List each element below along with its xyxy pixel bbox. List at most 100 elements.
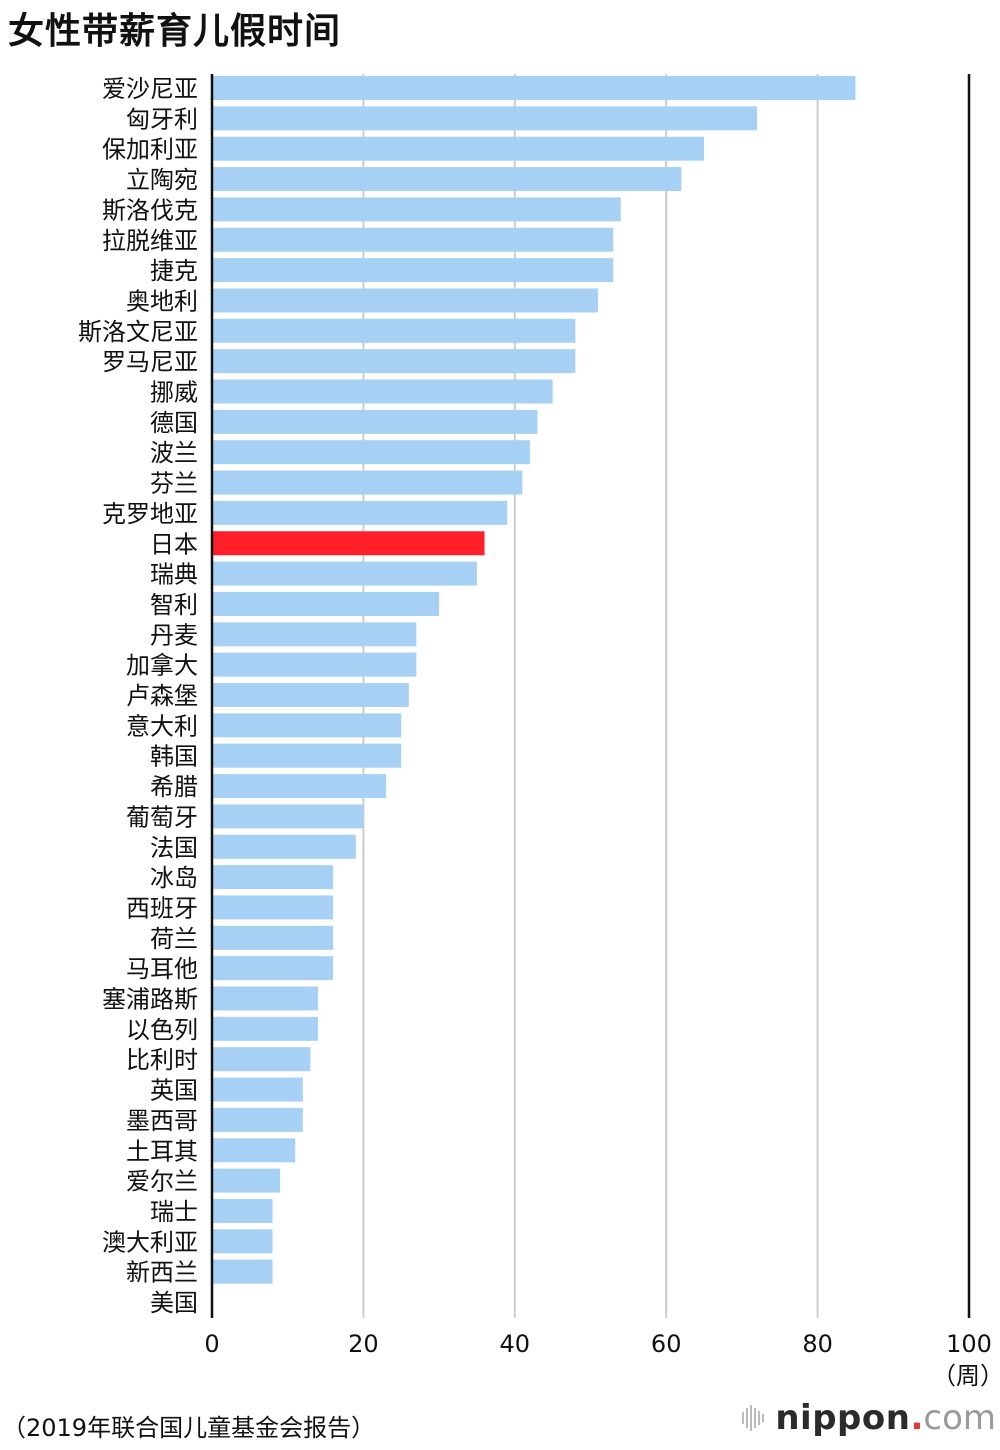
- category-label: 爱沙尼亚: [102, 75, 198, 103]
- bar: [213, 440, 530, 465]
- brand-bars-icon: [742, 1405, 765, 1431]
- category-label: 葡萄牙: [126, 803, 198, 831]
- category-label: 德国: [150, 409, 198, 437]
- category-labels: 爱沙尼亚匈牙利保加利亚立陶宛斯洛伐克拉脱维亚捷克奥地利斯洛文尼亚罗马尼亚挪威德国…: [78, 75, 198, 1317]
- category-label: 冰岛: [150, 864, 198, 892]
- bar: [213, 561, 477, 586]
- category-label: 挪威: [150, 379, 198, 407]
- category-label: 英国: [150, 1077, 198, 1105]
- category-label: 澳大利亚: [102, 1228, 198, 1256]
- category-label: 智利: [150, 591, 198, 619]
- chart-title: 女性带薪育儿假时间: [8, 11, 342, 52]
- bar: [213, 318, 576, 343]
- bar: [213, 379, 553, 404]
- category-label: 瑞典: [150, 561, 198, 589]
- bar: [213, 76, 856, 100]
- category-label: 斯洛文尼亚: [78, 318, 198, 346]
- category-label: 瑞士: [150, 1198, 198, 1226]
- category-label: 加拿大: [126, 652, 198, 680]
- category-label: 意大利: [126, 712, 198, 740]
- x-tick-label: 100: [946, 1330, 992, 1358]
- category-label: 法国: [150, 834, 198, 862]
- bar: [213, 683, 409, 707]
- category-label: 波兰: [150, 439, 198, 467]
- category-label: 捷克: [150, 257, 198, 285]
- category-label: 墨西哥: [126, 1107, 198, 1135]
- bar: [213, 167, 682, 192]
- bar: [213, 1077, 303, 1102]
- bar: [213, 591, 440, 616]
- category-label: 马耳他: [126, 955, 198, 983]
- bar: [213, 470, 523, 495]
- bar: [213, 986, 318, 1011]
- bar: [213, 895, 334, 920]
- bar: [213, 197, 621, 222]
- category-label: 西班牙: [126, 894, 198, 922]
- category-label: 丹麦: [150, 621, 198, 649]
- category-label: 塞浦路斯: [102, 986, 198, 1014]
- bar-highlight: [213, 531, 485, 556]
- bar: [213, 774, 387, 799]
- bar: [213, 925, 334, 950]
- category-label: 克罗地亚: [102, 500, 198, 528]
- x-tick-label: 60: [651, 1330, 682, 1358]
- bar: [213, 349, 576, 374]
- bar: [213, 1047, 311, 1072]
- category-label: 保加利亚: [102, 136, 198, 164]
- bar: [213, 288, 599, 313]
- brand-dot: .: [910, 1398, 924, 1438]
- x-unit-label: （周）: [932, 1362, 1000, 1390]
- bar: [213, 1138, 296, 1163]
- bar: [213, 1259, 273, 1284]
- category-label: 新西兰: [126, 1259, 198, 1287]
- x-tick-label: 40: [500, 1330, 531, 1358]
- category-label: 比利时: [126, 1046, 198, 1074]
- category-label: 希腊: [150, 773, 198, 801]
- category-label: 美国: [150, 1289, 198, 1317]
- bar: [213, 1016, 318, 1041]
- bar: [213, 622, 417, 647]
- category-label: 日本: [150, 530, 198, 558]
- axes: [210, 74, 971, 1318]
- bar: [213, 106, 758, 131]
- x-tick-label: 20: [348, 1330, 379, 1358]
- bar: [213, 409, 538, 434]
- bar: [213, 500, 508, 525]
- bar: [213, 1198, 273, 1223]
- bar: [213, 713, 402, 738]
- category-label: 荷兰: [150, 925, 198, 953]
- category-label: 罗马尼亚: [102, 348, 198, 376]
- x-tick-label: 80: [802, 1330, 833, 1358]
- bar: [213, 1229, 273, 1254]
- category-label: 芬兰: [150, 470, 198, 498]
- category-label: 爱尔兰: [126, 1168, 198, 1196]
- x-tick-label: 0: [204, 1330, 219, 1358]
- brand-suffix: com: [923, 1398, 996, 1438]
- bar: [213, 865, 334, 890]
- brand-logo: nippon. com: [741, 1398, 996, 1438]
- bar-chart: 爱沙尼亚匈牙利保加利亚立陶宛斯洛伐克拉脱维亚捷克奥地利斯洛文尼亚罗马尼亚挪威德国…: [78, 74, 1000, 1390]
- category-label: 以色列: [126, 1016, 198, 1044]
- bar: [213, 227, 614, 252]
- category-label: 韩国: [150, 743, 198, 771]
- bar: [213, 956, 334, 981]
- bars: [213, 76, 856, 1284]
- bar: [213, 743, 402, 768]
- category-label: 斯洛伐克: [102, 196, 198, 224]
- category-label: 立陶宛: [126, 166, 198, 194]
- bar: [213, 652, 417, 677]
- category-label: 卢森堡: [126, 682, 198, 710]
- bar: [213, 1107, 303, 1132]
- bar: [213, 258, 614, 283]
- category-label: 土耳其: [126, 1137, 198, 1165]
- category-label: 拉脱维亚: [102, 227, 198, 255]
- tick-labels: 0 20 40 60 80 100: [204, 1330, 992, 1358]
- bar: [213, 834, 356, 859]
- category-label: 匈牙利: [126, 105, 198, 133]
- brand-name: nippon: [775, 1398, 911, 1438]
- category-label: 奥地利: [126, 287, 198, 315]
- bar: [213, 136, 705, 161]
- source-note: （2019年联合国儿童基金会报告）: [2, 1414, 376, 1442]
- bar: [213, 804, 364, 829]
- bar: [213, 1168, 281, 1193]
